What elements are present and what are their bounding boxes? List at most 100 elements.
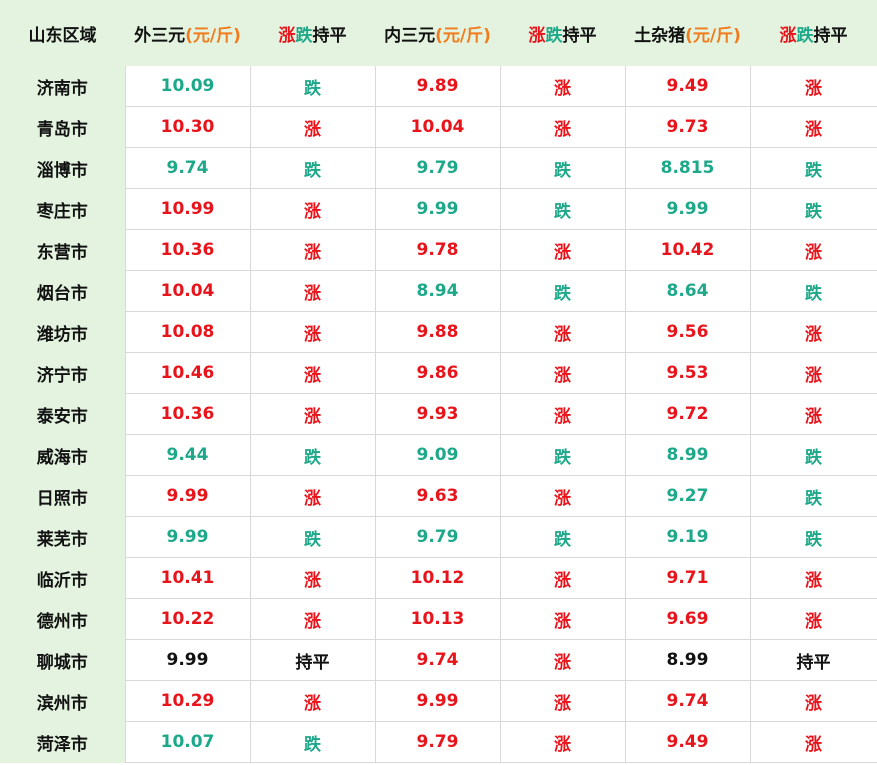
trend-cell-local: 涨 [749,106,877,148]
header-local-name: 土杂猪 [634,25,686,46]
price-cell-inner: 9.74 [374,639,501,681]
price-cell-local: 9.72 [624,393,751,435]
city-cell: 临沂市 [0,557,126,599]
price-cell-outer: 10.22 [124,598,251,640]
trend-cell-outer: 涨 [249,475,376,517]
trend-cell-inner: 涨 [499,557,626,599]
trend-cell-inner: 涨 [499,229,626,271]
price-cell-outer: 9.74 [124,147,251,189]
price-cell-inner: 9.99 [374,188,501,230]
price-cell-inner: 8.94 [374,270,501,312]
trend-cell-local: 跌 [749,188,877,230]
price-cell-outer: 10.41 [124,557,251,599]
trend-cell-local: 涨 [749,393,877,435]
price-cell-inner: 10.04 [374,106,501,148]
price-cell-outer: 10.36 [124,393,251,435]
city-cell: 济宁市 [0,352,126,394]
trend-cell-inner: 涨 [499,475,626,517]
table-row: 泰安市 10.36 涨 9.93 涨 9.72 涨 [0,393,877,435]
trend-cell-inner: 涨 [499,393,626,435]
price-cell-outer: 9.44 [124,434,251,476]
trend-cell-local: 涨 [749,66,877,107]
trend-cell-inner: 跌 [499,270,626,312]
trend-cell-outer: 涨 [249,311,376,353]
table-row: 莱芜市 9.99 跌 9.79 跌 9.19 跌 [0,516,877,558]
trend-cell-outer: 涨 [249,106,376,148]
table-row: 临沂市 10.41 涨 10.12 涨 9.71 涨 [0,557,877,599]
trend-cell-local: 涨 [749,721,877,763]
trend-cell-outer: 涨 [249,270,376,312]
price-cell-outer: 9.99 [124,516,251,558]
price-cell-outer: 9.99 [124,475,251,517]
price-cell-local: 9.49 [624,66,751,107]
header-row: 山东区域 外三元(元/斤) 涨跌持平 内三元(元/斤) 涨跌持平 土杂猪(元/斤… [0,0,877,66]
table-row: 日照市 9.99 涨 9.63 涨 9.27 跌 [0,475,877,517]
trend-cell-local: 涨 [749,680,877,722]
trend-cell-outer: 持平 [249,639,376,681]
header-region: 山东区域 [0,0,125,66]
price-cell-inner: 9.88 [374,311,501,353]
trend-cell-inner: 涨 [499,639,626,681]
trend-cell-local: 跌 [749,270,877,312]
price-cell-inner: 9.79 [374,721,501,763]
price-cell-inner: 9.09 [374,434,501,476]
city-cell: 烟台市 [0,270,126,312]
table-row: 德州市 10.22 涨 10.13 涨 9.69 涨 [0,598,877,640]
header-trend-down: 跌 [796,25,814,46]
table-row: 淄博市 9.74 跌 9.79 跌 8.815 跌 [0,147,877,189]
header-region-label: 山东区域 [28,25,97,46]
trend-cell-local: 跌 [749,147,877,189]
city-cell: 青岛市 [0,106,126,148]
price-cell-outer: 10.99 [124,188,251,230]
table-row: 枣庄市 10.99 涨 9.99 跌 9.99 跌 [0,188,877,230]
trend-cell-outer: 跌 [249,434,376,476]
price-cell-local: 9.99 [624,188,751,230]
table-row: 济南市 10.09 跌 9.89 涨 9.49 涨 [0,66,877,107]
header-inner: 内三元(元/斤) [375,0,500,66]
price-cell-local: 8.99 [624,434,751,476]
trend-cell-outer: 涨 [249,393,376,435]
price-cell-local: 9.19 [624,516,751,558]
trend-cell-local: 跌 [749,516,877,558]
trend-cell-local: 跌 [749,434,877,476]
trend-cell-outer: 涨 [249,188,376,230]
header-trend-up: 涨 [779,25,797,46]
price-cell-local: 9.73 [624,106,751,148]
table-row: 威海市 9.44 跌 9.09 跌 8.99 跌 [0,434,877,476]
city-cell: 东营市 [0,229,126,271]
table-body: 济南市 10.09 跌 9.89 涨 9.49 涨青岛市 10.30 涨 10.04 涨 9.73 涨淄… [0,66,877,763]
trend-cell-inner: 跌 [499,188,626,230]
trend-cell-outer: 涨 [249,598,376,640]
city-cell: 威海市 [0,434,126,476]
header-trend-up: 涨 [278,25,296,46]
header-trend-flat: 持平 [312,25,347,46]
price-cell-inner: 9.79 [374,516,501,558]
price-cell-inner: 9.79 [374,147,501,189]
city-cell: 菏泽市 [0,721,126,763]
trend-cell-inner: 涨 [499,106,626,148]
price-cell-outer: 10.08 [124,311,251,353]
trend-cell-inner: 涨 [499,352,626,394]
city-cell: 济南市 [0,66,126,107]
trend-cell-outer: 跌 [249,721,376,763]
price-cell-local: 8.815 [624,147,751,189]
trend-cell-local: 涨 [749,352,877,394]
table-row: 东营市 10.36 涨 9.78 涨 10.42 涨 [0,229,877,271]
table-row: 济宁市 10.46 涨 9.86 涨 9.53 涨 [0,352,877,394]
header-trend-flat: 持平 [813,25,848,46]
city-cell: 德州市 [0,598,126,640]
table-row: 青岛市 10.30 涨 10.04 涨 9.73 涨 [0,106,877,148]
price-cell-local: 9.27 [624,475,751,517]
header-outer-name: 外三元 [134,25,186,46]
trend-cell-outer: 涨 [249,680,376,722]
price-cell-outer: 10.07 [124,721,251,763]
table-row: 滨州市 10.29 涨 9.99 涨 9.74 涨 [0,680,877,722]
price-cell-inner: 9.93 [374,393,501,435]
trend-cell-inner: 涨 [499,721,626,763]
price-cell-inner: 10.12 [374,557,501,599]
trend-cell-inner: 涨 [499,598,626,640]
price-cell-local: 8.64 [624,270,751,312]
header-outer: 外三元(元/斤) [125,0,250,66]
